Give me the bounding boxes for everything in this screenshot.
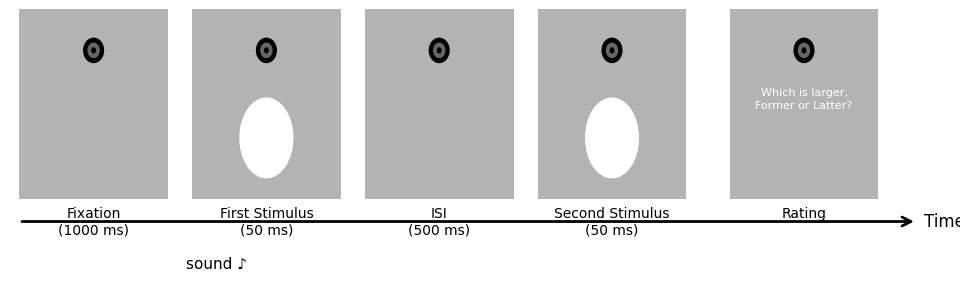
Text: Second Stimulus
(50 ms): Second Stimulus (50 ms) [554, 207, 670, 237]
Ellipse shape [255, 37, 277, 63]
Ellipse shape [606, 43, 618, 58]
Text: Fixation
(1000 ms): Fixation (1000 ms) [59, 207, 129, 237]
Text: ISI
(500 ms): ISI (500 ms) [408, 207, 470, 237]
Bar [730, 9, 878, 199]
Ellipse shape [91, 47, 96, 53]
Ellipse shape [798, 43, 810, 58]
Bar [192, 9, 341, 199]
Ellipse shape [429, 37, 449, 63]
Ellipse shape [433, 43, 445, 58]
Ellipse shape [260, 43, 273, 58]
Bar [19, 9, 168, 199]
Ellipse shape [602, 37, 623, 63]
Ellipse shape [87, 43, 100, 58]
Text: sound ♪: sound ♪ [185, 257, 247, 272]
Ellipse shape [240, 98, 293, 178]
Text: First Stimulus
(50 ms): First Stimulus (50 ms) [220, 207, 313, 237]
Bar [365, 9, 514, 199]
Ellipse shape [586, 98, 638, 178]
Ellipse shape [84, 37, 105, 63]
Ellipse shape [793, 37, 814, 63]
Ellipse shape [437, 47, 442, 53]
Text: Rating: Rating [781, 207, 827, 221]
Text: Time: Time [924, 212, 960, 231]
Ellipse shape [264, 47, 269, 53]
Ellipse shape [610, 47, 614, 53]
Bar [538, 9, 686, 199]
Text: Which is larger,
Former or Latter?: Which is larger, Former or Latter? [756, 88, 852, 111]
Ellipse shape [802, 47, 806, 53]
